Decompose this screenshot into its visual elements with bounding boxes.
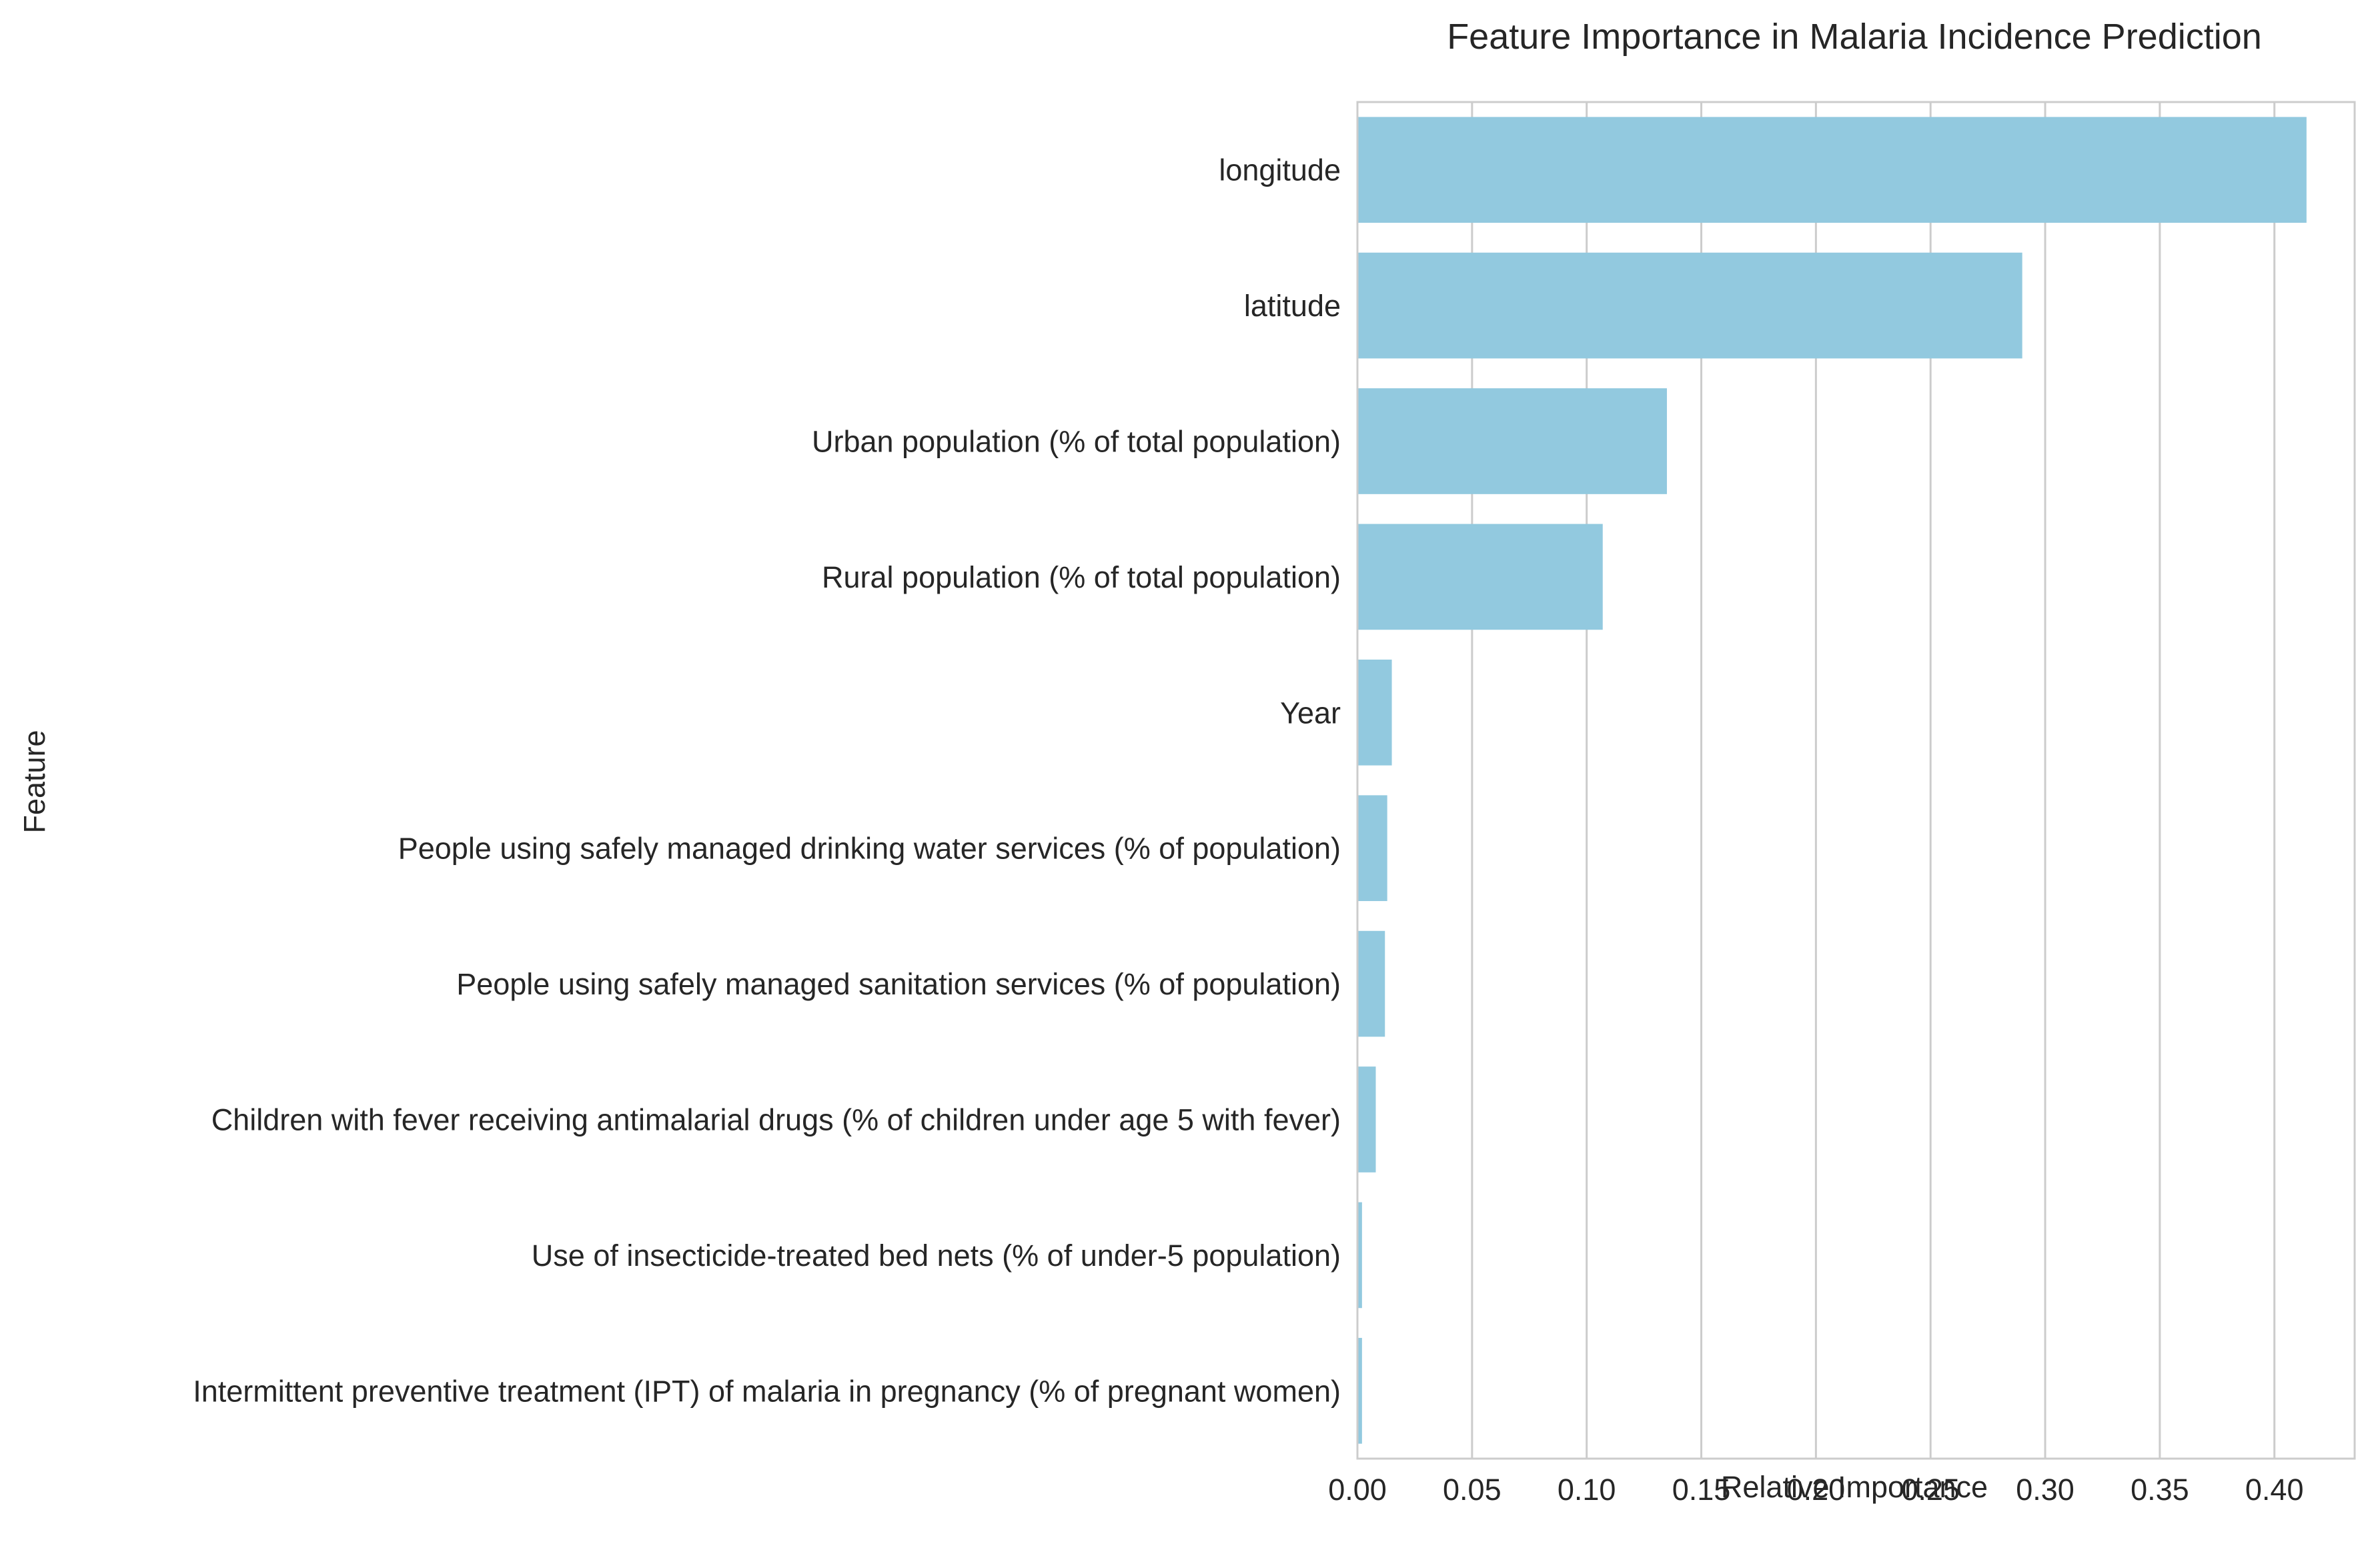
x-tick-label: 0.25 [1901,1473,1960,1507]
y-tick-labels: longitude latitude Urban population (% of … [193,153,1341,1409]
y-tick-label: longitude [1219,153,1341,187]
x-axis-label: Relative Importance [1721,1470,1988,1504]
x-tick-label: 0.10 [1558,1473,1616,1507]
y-tick-label: Children with fever receiving antimalari… [211,1103,1341,1137]
bars [1357,117,2307,1444]
bar [1357,1337,1362,1444]
bar [1357,1202,1362,1309]
y-tick-label: Intermittent preventive treatment (IPT) … [193,1374,1341,1408]
x-tick-label: 0.15 [1672,1473,1731,1507]
bar [1357,117,2307,223]
bar [1357,795,1387,902]
bar [1357,659,1392,766]
y-tick-label: Urban population (% of total population) [812,425,1341,459]
x-tick-label: 0.20 [1787,1473,1846,1507]
x-tick-label: 0.05 [1443,1473,1502,1507]
y-tick-label: People using safely managed sanitation s… [456,967,1341,1001]
bar [1357,252,2022,359]
y-axis-label: Feature [17,730,51,833]
y-tick-label: People using safely managed drinking wat… [398,832,1341,866]
x-tick-label: 0.40 [2245,1473,2304,1507]
plot-frame [1356,101,2356,1460]
bar [1357,524,1603,630]
y-tick-label: Year [1280,696,1341,730]
y-tick-label: Rural population (% of total population) [822,560,1341,594]
bar [1357,930,1385,1037]
bar [1357,1066,1376,1172]
x-tick-label: 0.00 [1328,1473,1387,1507]
x-tick-label: 0.30 [2016,1473,2075,1507]
y-tick-label: Use of insecticide-treated bed nets (% o… [532,1239,1341,1273]
x-tick-label: 0.35 [2131,1473,2189,1507]
bar [1357,388,1667,494]
x-tick-labels: 0.00 0.05 0.10 0.15 0.20 0.25 0.30 0.35 0.40 [1328,1473,2303,1507]
y-tick-label: latitude [1244,289,1341,323]
chart-title: Feature Importance in Malaria Incidence … [1447,17,2262,57]
